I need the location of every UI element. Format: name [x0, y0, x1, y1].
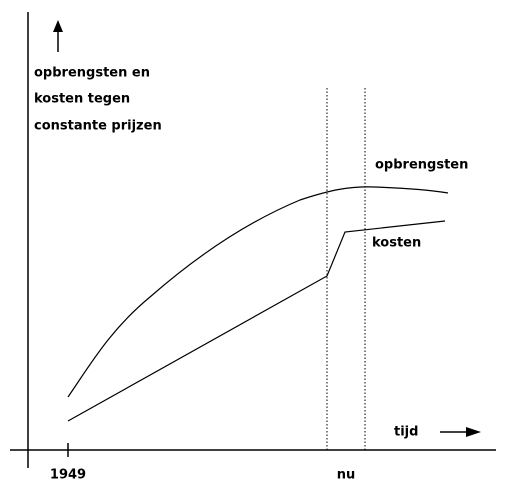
x-label: tijd: [394, 425, 418, 440]
y-label-line: kosten tegen: [34, 92, 130, 107]
costs-label: kosten: [372, 236, 421, 251]
now-label: nu: [337, 468, 356, 483]
start-label: 1949: [50, 468, 86, 483]
revenue-label: opbrengsten: [375, 158, 468, 173]
revenue-curve: [67, 186, 449, 398]
costs-curve: [67, 220, 446, 422]
x-arrow-head: [466, 427, 481, 437]
y-arrow-head: [53, 20, 63, 32]
y-label-line: constante prijzen: [34, 119, 162, 134]
y-label-line: opbrengsten en: [34, 66, 150, 81]
